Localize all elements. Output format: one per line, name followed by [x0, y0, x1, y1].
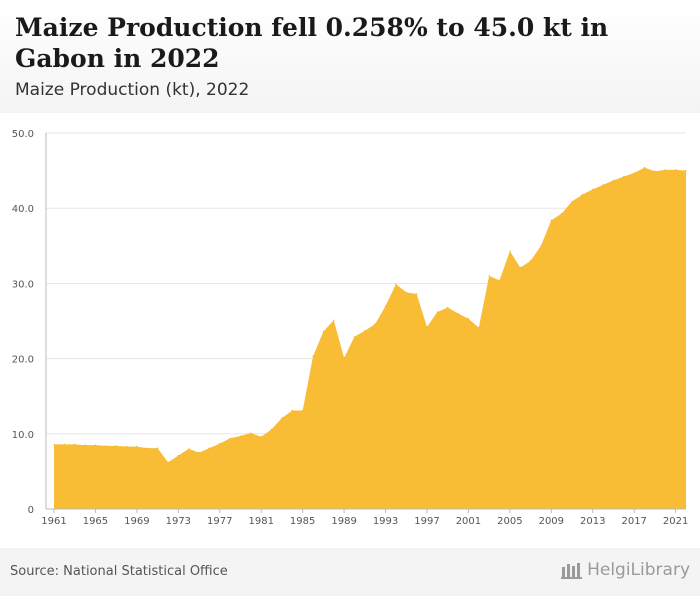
- y-tick-label: 50.0: [12, 129, 34, 140]
- data-point: [519, 267, 521, 269]
- data-point: [529, 260, 532, 262]
- data-point: [540, 245, 542, 247]
- data-point: [478, 327, 480, 329]
- data-point: [467, 318, 470, 320]
- data-point: [312, 355, 314, 357]
- source-note: Source: National Statistical Office: [10, 564, 228, 579]
- data-point: [675, 169, 677, 171]
- data-point: [322, 330, 324, 333]
- data-point: [623, 176, 625, 178]
- data-point: [53, 443, 55, 445]
- x-tick-label: 1961: [41, 516, 66, 527]
- x-tick-label: 2021: [663, 516, 688, 527]
- x-tick-label: 1965: [83, 516, 108, 527]
- area-chart: 0 10.0 20.0 30.0 40.0 50.0 1961 1965 1969 1973 197…: [12, 129, 689, 527]
- y-tick-label: 20.0: [12, 355, 34, 366]
- data-point: [125, 445, 128, 448]
- data-point: [550, 219, 552, 221]
- data-point: [436, 311, 438, 313]
- x-tick-label: 1985: [290, 516, 315, 527]
- data-point: [654, 170, 656, 172]
- page-title: Maize Production fell 0.258% to 45.0 kt …: [15, 13, 609, 73]
- data-point: [208, 447, 211, 449]
- data-point: [592, 188, 594, 190]
- data-point: [94, 444, 97, 446]
- y-tick-label: 10.0: [12, 430, 34, 441]
- data-point: [364, 330, 366, 332]
- data-point: [167, 461, 169, 463]
- x-tick-label: 2017: [621, 516, 646, 527]
- data-point: [416, 293, 418, 295]
- data-point: [291, 409, 293, 412]
- data-point: [229, 437, 231, 439]
- data-point: [457, 312, 459, 315]
- data-point: [198, 452, 200, 454]
- data-point: [581, 194, 583, 196]
- data-point: [281, 417, 283, 419]
- data-point: [426, 326, 428, 328]
- x-tick-label: 1993: [373, 516, 398, 527]
- x-tick-label: 1977: [207, 516, 232, 527]
- data-point: [374, 323, 376, 325]
- data-point: [260, 436, 262, 438]
- x-tick-label: 1969: [124, 516, 149, 527]
- data-point: [612, 179, 615, 181]
- data-point: [333, 319, 335, 321]
- data-point: [188, 448, 190, 450]
- x-tick-label: 2009: [539, 516, 564, 527]
- data-point: [177, 455, 179, 457]
- data-point: [633, 172, 635, 174]
- data-point: [115, 445, 117, 447]
- data-point: [643, 166, 646, 169]
- data-point: [561, 212, 563, 215]
- chart-subtitle: Maize Production (kt), 2022: [15, 80, 250, 100]
- data-point: [146, 447, 148, 449]
- data-point: [353, 336, 356, 338]
- data-point: [447, 306, 449, 309]
- data-point: [84, 444, 86, 446]
- data-point: [571, 200, 573, 203]
- data-point: [136, 445, 138, 448]
- area-series: [54, 167, 686, 509]
- x-tick-label: 2005: [497, 516, 522, 527]
- data-point: [343, 357, 345, 359]
- y-tick-label: 40.0: [12, 204, 34, 215]
- data-point: [384, 305, 387, 307]
- data-point: [488, 275, 490, 277]
- data-point: [250, 432, 252, 434]
- brand-logo[interactable]: HelgiLibrary: [561, 560, 690, 580]
- data-point: [685, 170, 687, 172]
- data-point: [302, 409, 304, 412]
- data-point: [395, 283, 397, 285]
- x-tick-label: 1997: [414, 516, 439, 527]
- y-tick-label: 0: [28, 505, 34, 516]
- footer: Source: National Statistical Office Helg…: [0, 548, 700, 596]
- brand-name: HelgiLibrary: [587, 560, 690, 580]
- data-point: [405, 291, 407, 294]
- x-tick-label: 1981: [248, 516, 273, 527]
- header: Maize Production fell 0.258% to 45.0 kt …: [0, 0, 700, 113]
- x-tick-label: 2013: [580, 516, 605, 527]
- data-point: [157, 447, 159, 449]
- y-tick-label: 30.0: [12, 279, 34, 290]
- data-point: [270, 428, 273, 430]
- data-point: [74, 443, 76, 445]
- x-tick-label: 1973: [166, 516, 191, 527]
- x-tick-label: 2001: [456, 516, 481, 527]
- data-point: [602, 184, 604, 186]
- data-point: [105, 445, 107, 447]
- data-point: [498, 279, 501, 281]
- data-point: [239, 435, 242, 437]
- x-tick-label: 1989: [331, 516, 356, 527]
- library-icon: [561, 563, 583, 579]
- data-point: [509, 250, 511, 252]
- data-point: [63, 443, 65, 445]
- data-point: [219, 442, 221, 445]
- data-point: [664, 169, 666, 171]
